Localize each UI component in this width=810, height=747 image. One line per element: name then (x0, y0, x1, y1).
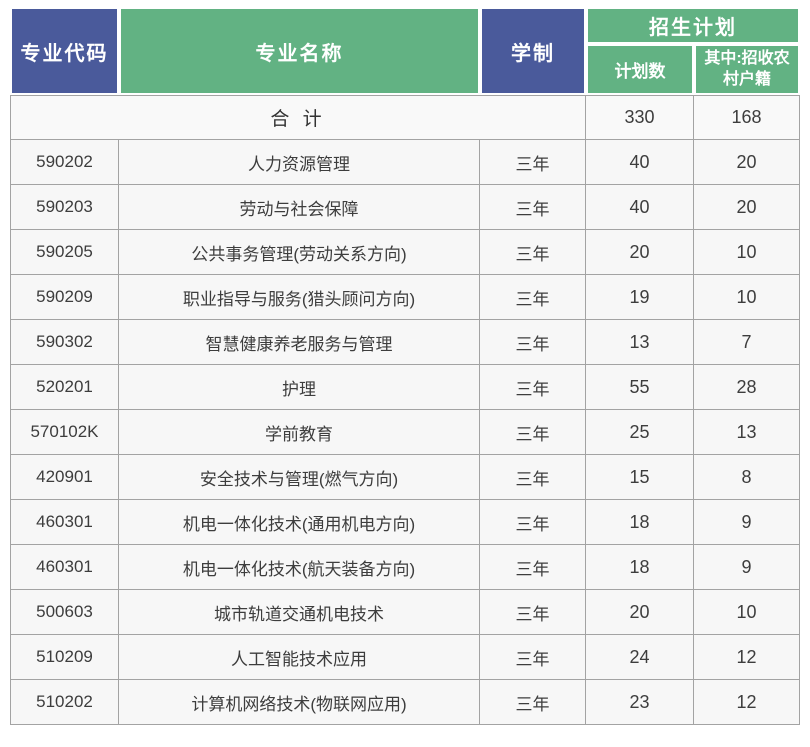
cell-rural-quota: 20 (694, 140, 800, 185)
cell-major-code: 590205 (10, 230, 119, 275)
header-major-code: 专业代码 (10, 7, 119, 95)
header-major-name: 专业名称 (119, 7, 480, 95)
cell-major-code: 420901 (10, 455, 119, 500)
cell-plan-count: 15 (586, 455, 694, 500)
cell-rural-quota: 9 (694, 545, 800, 590)
cell-duration: 三年 (480, 275, 586, 320)
cell-major-name: 智慧健康养老服务与管理 (119, 320, 480, 365)
cell-major-name: 人工智能技术应用 (119, 635, 480, 680)
cell-plan-count: 23 (586, 680, 694, 725)
cell-plan-count: 18 (586, 545, 694, 590)
cell-major-code: 500603 (10, 590, 119, 635)
total-rural-quota: 168 (694, 95, 800, 140)
cell-duration: 三年 (480, 500, 586, 545)
header-rural-quota: 其中:招收农村户籍 (694, 44, 800, 95)
table-row: 510202 计算机网络技术(物联网应用) 三年 23 12 (10, 680, 800, 725)
cell-major-name: 机电一体化技术(航天装备方向) (119, 545, 480, 590)
cell-major-code: 510209 (10, 635, 119, 680)
cell-rural-quota: 8 (694, 455, 800, 500)
table-row: 520201 护理 三年 55 28 (10, 365, 800, 410)
table-row: 420901 安全技术与管理(燃气方向) 三年 15 8 (10, 455, 800, 500)
table-row: 570102K 学前教育 三年 25 13 (10, 410, 800, 455)
cell-plan-count: 25 (586, 410, 694, 455)
table-row: 500603 城市轨道交通机电技术 三年 20 10 (10, 590, 800, 635)
table-row: 510209 人工智能技术应用 三年 24 12 (10, 635, 800, 680)
cell-rural-quota: 7 (694, 320, 800, 365)
cell-plan-count: 55 (586, 365, 694, 410)
table-row: 460301 机电一体化技术(通用机电方向) 三年 18 9 (10, 500, 800, 545)
cell-plan-count: 13 (586, 320, 694, 365)
table-header: 专业代码 专业名称 学制 招生计划 计划数 其中:招收农村户籍 (10, 7, 800, 95)
cell-major-code: 460301 (10, 545, 119, 590)
cell-major-code: 510202 (10, 680, 119, 725)
header-plan-count: 计划数 (586, 44, 694, 95)
cell-major-code: 590209 (10, 275, 119, 320)
cell-rural-quota: 9 (694, 500, 800, 545)
cell-duration: 三年 (480, 590, 586, 635)
cell-duration: 三年 (480, 680, 586, 725)
table-row: 590203 劳动与社会保障 三年 40 20 (10, 185, 800, 230)
cell-plan-count: 40 (586, 185, 694, 230)
cell-plan-count: 19 (586, 275, 694, 320)
cell-rural-quota: 12 (694, 635, 800, 680)
cell-rural-quota: 10 (694, 230, 800, 275)
cell-duration: 三年 (480, 410, 586, 455)
cell-plan-count: 18 (586, 500, 694, 545)
cell-major-name: 学前教育 (119, 410, 480, 455)
table-row: 590209 职业指导与服务(猎头顾问方向) 三年 19 10 (10, 275, 800, 320)
cell-major-name: 劳动与社会保障 (119, 185, 480, 230)
cell-duration: 三年 (480, 140, 586, 185)
cell-duration: 三年 (480, 185, 586, 230)
cell-duration: 三年 (480, 320, 586, 365)
cell-major-code: 570102K (10, 410, 119, 455)
cell-major-name: 城市轨道交通机电技术 (119, 590, 480, 635)
header-duration: 学制 (480, 7, 586, 95)
cell-rural-quota: 10 (694, 275, 800, 320)
total-plan-count: 330 (586, 95, 694, 140)
cell-plan-count: 24 (586, 635, 694, 680)
cell-plan-count: 20 (586, 590, 694, 635)
cell-duration: 三年 (480, 230, 586, 275)
cell-major-name: 计算机网络技术(物联网应用) (119, 680, 480, 725)
cell-major-name: 护理 (119, 365, 480, 410)
cell-duration: 三年 (480, 545, 586, 590)
cell-plan-count: 20 (586, 230, 694, 275)
cell-rural-quota: 12 (694, 680, 800, 725)
cell-rural-quota: 13 (694, 410, 800, 455)
cell-rural-quota: 20 (694, 185, 800, 230)
cell-major-name: 安全技术与管理(燃气方向) (119, 455, 480, 500)
cell-major-code: 590203 (10, 185, 119, 230)
cell-major-code: 460301 (10, 500, 119, 545)
cell-major-name: 公共事务管理(劳动关系方向) (119, 230, 480, 275)
total-row: 合 计 330 168 (10, 95, 800, 140)
total-label: 合 计 (10, 95, 586, 140)
cell-major-name: 职业指导与服务(猎头顾问方向) (119, 275, 480, 320)
cell-duration: 三年 (480, 455, 586, 500)
cell-duration: 三年 (480, 365, 586, 410)
table-row: 590202 人力资源管理 三年 40 20 (10, 140, 800, 185)
cell-major-name: 机电一体化技术(通用机电方向) (119, 500, 480, 545)
cell-major-code: 590302 (10, 320, 119, 365)
cell-major-name: 人力资源管理 (119, 140, 480, 185)
table-row: 460301 机电一体化技术(航天装备方向) 三年 18 9 (10, 545, 800, 590)
cell-rural-quota: 10 (694, 590, 800, 635)
table-row: 590302 智慧健康养老服务与管理 三年 13 7 (10, 320, 800, 365)
cell-duration: 三年 (480, 635, 586, 680)
table-body: 合 计 330 168 590202 人力资源管理 三年 40 20 59020… (10, 95, 800, 725)
cell-plan-count: 40 (586, 140, 694, 185)
cell-rural-quota: 28 (694, 365, 800, 410)
header-enrollment-plan: 招生计划 (586, 7, 800, 44)
table-row: 590205 公共事务管理(劳动关系方向) 三年 20 10 (10, 230, 800, 275)
cell-major-code: 590202 (10, 140, 119, 185)
cell-major-code: 520201 (10, 365, 119, 410)
